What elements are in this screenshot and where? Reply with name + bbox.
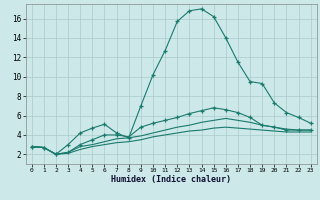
X-axis label: Humidex (Indice chaleur): Humidex (Indice chaleur) bbox=[111, 175, 231, 184]
